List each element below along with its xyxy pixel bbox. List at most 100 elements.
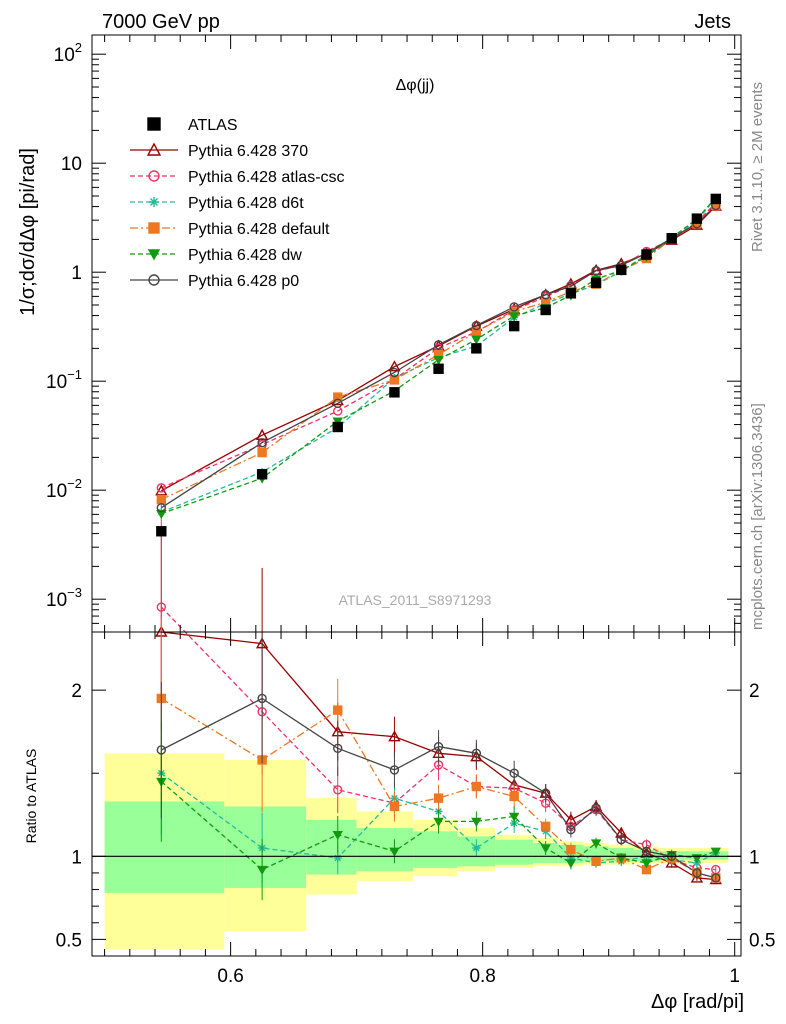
series-default-ratio-point xyxy=(433,793,444,803)
series-default-ratio-point xyxy=(333,705,343,715)
series-p0-ratio-point xyxy=(509,768,519,778)
legend-marker xyxy=(146,142,162,156)
series-370-point xyxy=(155,484,168,496)
legend-atlas-marker xyxy=(147,117,161,131)
legend-label: Pythia 6.428 default xyxy=(188,221,330,238)
series-p0-ratio-point xyxy=(591,803,601,813)
series-p0-ratio-point xyxy=(471,748,482,758)
series-p0-ratio-point xyxy=(566,825,576,835)
x-axis-label: Δφ [rad/pi] xyxy=(651,991,744,1013)
y-tick-label: 10 xyxy=(61,154,82,175)
ratio-axis-label: Ratio to ATLAS xyxy=(23,749,39,844)
series-default-point xyxy=(156,494,167,505)
legend-label: Pythia 6.428 dw xyxy=(188,247,302,264)
series-dw-ratio-point xyxy=(256,865,268,876)
legend-label: Pythia 6.428 d6t xyxy=(188,195,304,212)
series-default-ratio-point xyxy=(389,801,400,812)
series-p0-ratio-point xyxy=(333,743,343,754)
header-left: 7000 GeV pp xyxy=(102,11,220,33)
y-tick-label: 102 xyxy=(54,40,82,66)
series-p0-ratio-point xyxy=(389,765,400,775)
series-default-point xyxy=(333,392,343,402)
legend-atlas-label: ATLAS xyxy=(188,117,238,134)
x-tick-label: 1 xyxy=(729,966,740,987)
atlas-data-point xyxy=(433,363,444,374)
ratio-band-inner xyxy=(306,819,357,875)
series-dw-point xyxy=(433,356,444,366)
series-p0-line xyxy=(160,205,717,509)
series-p0-ratio-point xyxy=(692,868,702,878)
atlas-data-point xyxy=(641,249,652,260)
series-atlas-csc-point xyxy=(156,483,167,493)
series-default-ratio-point xyxy=(566,844,576,855)
series-p0-point xyxy=(540,290,551,300)
legend-label: Pythia 6.428 p0 xyxy=(188,273,299,290)
series-370-ratio-point xyxy=(388,730,401,742)
rivet-label: Rivet 3.1.10, ≥ 2M events xyxy=(749,82,766,252)
atlas-data-point xyxy=(540,304,551,316)
series-default-ratio-point xyxy=(540,821,551,832)
series-p0-ratio-point xyxy=(257,693,267,704)
legend-marker xyxy=(148,170,160,182)
ratio-tick-label-left: 0.5 xyxy=(56,930,82,951)
series-dw-ratio-point xyxy=(710,847,722,857)
atlas-data-point xyxy=(691,213,703,224)
series-d6t-ratio-point xyxy=(472,844,481,852)
atlas-data-point xyxy=(389,387,400,398)
series-p0-point xyxy=(156,503,167,513)
series-dw-ratio-point xyxy=(540,844,551,854)
ratio-tick-label-right: 0.5 xyxy=(749,930,775,951)
legend-marker xyxy=(148,222,160,234)
series-default-ratio-point xyxy=(471,781,482,792)
chart-title: Δφ(jj) xyxy=(396,77,435,94)
atlas-data-point xyxy=(616,264,627,276)
y-tick-label: 10−2 xyxy=(46,476,82,502)
y-tick-label: 10−1 xyxy=(46,367,82,393)
x-tick-label: 0.8 xyxy=(469,966,495,987)
atlas-data-point xyxy=(590,277,602,288)
series-p0-point xyxy=(471,320,482,331)
series-dw-ratio-point xyxy=(641,859,652,869)
ratio-tick-label-right: 1 xyxy=(749,847,760,868)
ratio-band-inner xyxy=(104,801,225,893)
ratio-band-inner xyxy=(495,839,534,865)
series-dw-ratio-point xyxy=(332,831,343,841)
atlas-data-point xyxy=(508,320,520,332)
series-dw-ratio-point xyxy=(590,839,602,849)
ratio-tick-label-left: 1 xyxy=(71,847,82,868)
legend-label: Pythia 6.428 atlas-csc xyxy=(188,169,345,186)
series-p0-point xyxy=(509,302,519,312)
header-right: Jets xyxy=(694,11,731,33)
ratio-panel-frame xyxy=(91,631,742,957)
series-p0-ratio-point xyxy=(156,745,167,755)
series-p0-ratio-point xyxy=(711,873,721,883)
series-default-ratio-point xyxy=(591,856,601,866)
series-atlas-csc-ratio-point xyxy=(333,785,343,795)
atlas-data-point xyxy=(666,233,677,244)
series-p0-point xyxy=(591,266,601,276)
ratio-tick-label-right: 2 xyxy=(749,681,760,702)
x-tick-label: 0.6 xyxy=(217,966,243,987)
series-dw-point xyxy=(471,335,482,345)
y-tick-label: 10−3 xyxy=(46,585,82,611)
series-dw-ratio-point xyxy=(433,817,444,827)
series-dw-ratio-point xyxy=(389,847,400,857)
series-p0-point xyxy=(389,367,400,378)
atlas-data-point xyxy=(156,526,167,537)
legend-marker xyxy=(148,274,160,286)
series-dw-ratio-point xyxy=(508,812,520,822)
y-tick-label: 1 xyxy=(71,263,82,284)
series-p0-ratio-point xyxy=(616,834,626,845)
legend-label: Pythia 6.428 370 xyxy=(188,143,308,160)
legend-marker xyxy=(149,197,159,207)
mcplots-label: mcplots.cern.ch [arXiv:1306.3436] xyxy=(749,403,766,630)
atlas-data-point xyxy=(256,469,268,480)
series-default-ratio-point xyxy=(509,791,519,802)
ratio-tick-label-left: 2 xyxy=(71,681,82,702)
atlas-data-point xyxy=(710,193,721,205)
series-dw-ratio-point xyxy=(471,817,482,827)
y-axis-label: 1/σ;dσ/dΔφ [pi/rad] xyxy=(17,148,39,316)
atlas-data-point xyxy=(332,421,343,433)
series-p0-point xyxy=(257,437,267,448)
legend-marker xyxy=(147,249,161,261)
